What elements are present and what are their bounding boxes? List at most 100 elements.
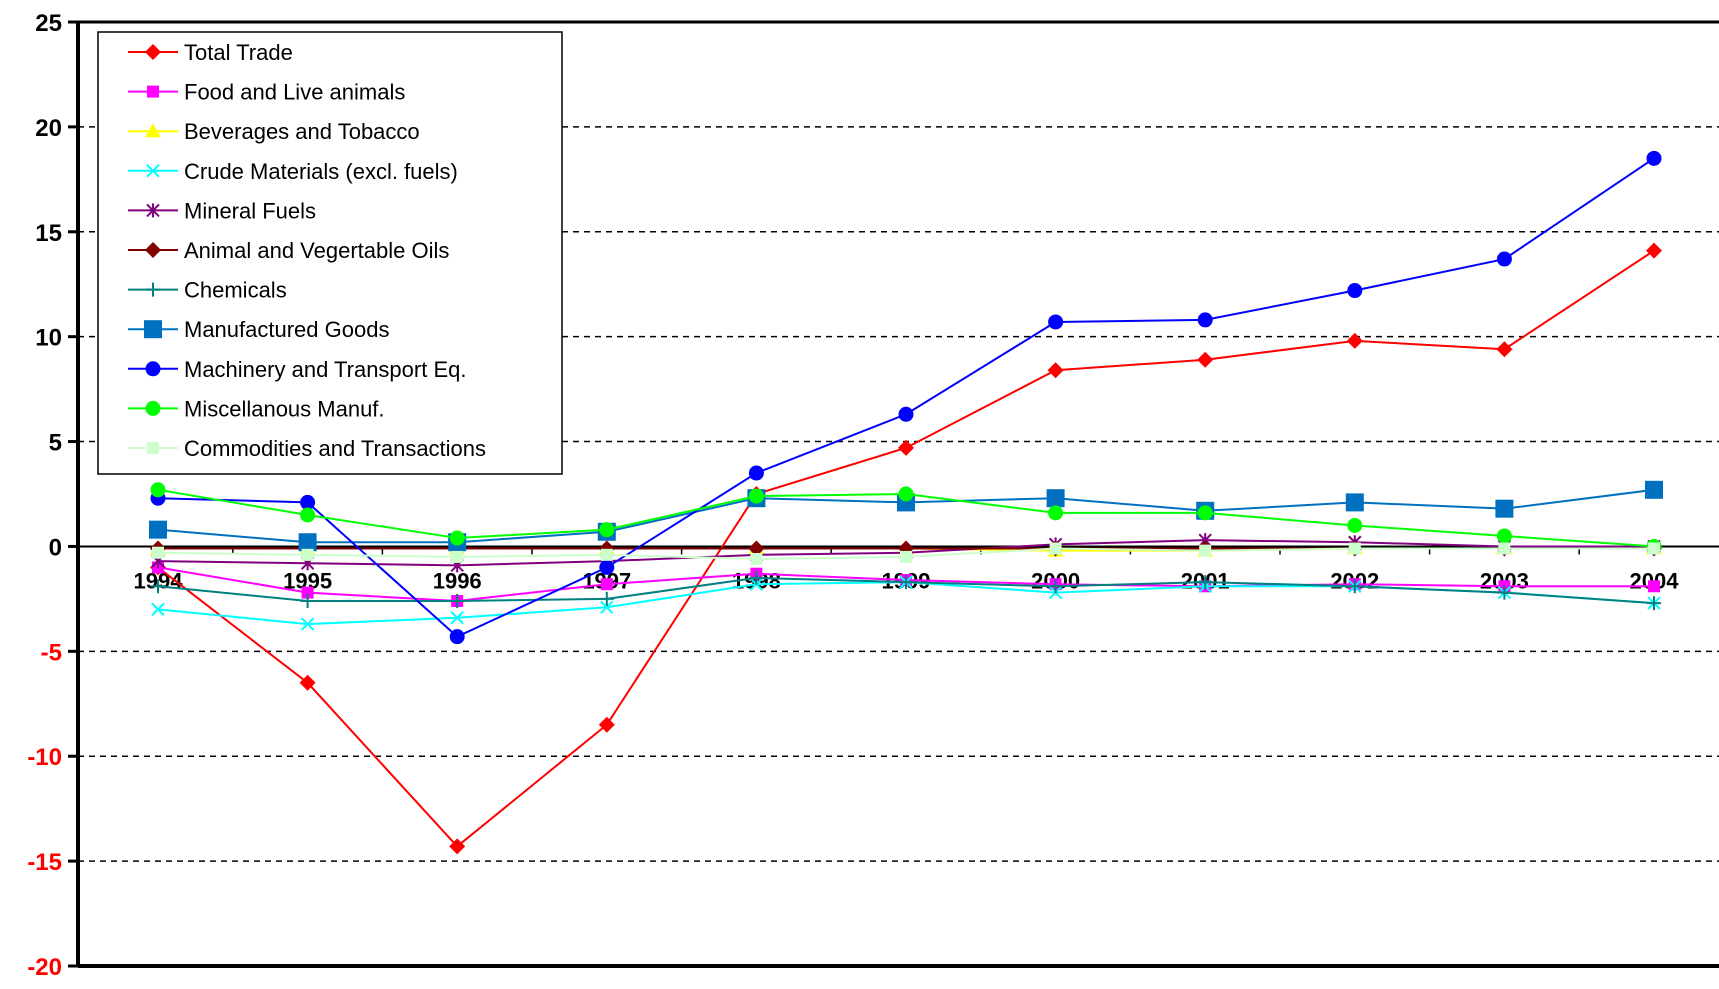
data-point-chemicals xyxy=(1647,596,1661,611)
legend-label: Manufactured Goods xyxy=(184,317,389,342)
legend-swatch-marker xyxy=(145,44,161,60)
data-point-machinery-and-transport-eq xyxy=(748,465,764,481)
data-point-commodities-and-transactions xyxy=(1648,542,1660,555)
data-point-chemicals xyxy=(899,575,913,590)
y-tick-label: -15 xyxy=(27,849,62,876)
data-point-machinery-and-transport-eq xyxy=(449,629,465,645)
data-point-total-trade xyxy=(299,674,316,691)
legend-label: Crude Materials (excl. fuels) xyxy=(184,159,458,184)
legend-item-chemicals: Chemicals xyxy=(128,278,287,303)
data-point-machinery-and-transport-eq xyxy=(1646,150,1662,166)
data-point-commodities-and-transactions xyxy=(1199,544,1212,557)
legend-swatch-marker xyxy=(145,400,161,416)
data-point-chemicals xyxy=(749,570,764,585)
gridlines xyxy=(78,126,1719,862)
data-point-chemicals xyxy=(450,593,465,608)
data-point-machinery-and-transport-eq xyxy=(1496,251,1512,267)
legend-label: Miscellanous Manuf. xyxy=(184,396,385,421)
y-tick-label: 25 xyxy=(35,10,62,37)
data-point-chemicals xyxy=(1048,579,1063,594)
data-point-commodities-and-transactions xyxy=(1348,542,1361,555)
data-point-miscellanous-manuf xyxy=(1347,517,1363,533)
legend-swatch-marker xyxy=(147,442,159,454)
data-point-commodities-and-transactions xyxy=(451,550,464,563)
y-tick-label: -10 xyxy=(27,744,62,771)
data-point-machinery-and-transport-eq xyxy=(1197,312,1213,328)
data-point-miscellanous-manuf xyxy=(449,530,465,546)
data-point-total-trade xyxy=(1197,351,1214,368)
legend-swatch-marker xyxy=(145,242,161,258)
data-point-crude-materials-excl-fuels xyxy=(600,600,614,614)
data-point-manufactured-goods xyxy=(1645,480,1663,499)
data-point-commodities-and-transactions xyxy=(600,548,613,561)
data-point-animal-and-vegertable-oils xyxy=(748,540,765,557)
data-point-manufactured-goods xyxy=(1046,489,1065,508)
y-tick-label: 10 xyxy=(35,325,62,352)
x-tick-label: 1996 xyxy=(433,568,482,593)
data-point-miscellanous-manuf xyxy=(748,488,764,504)
data-point-commodities-and-transactions xyxy=(301,548,314,561)
legend-item-animal-and-vegertable-oils: Animal and Vegertable Oils xyxy=(128,238,449,263)
legend-swatch-marker xyxy=(145,361,161,377)
data-point-crude-materials-excl-fuels xyxy=(300,617,315,631)
y-tick-label: -5 xyxy=(41,639,62,666)
data-point-total-trade xyxy=(1646,242,1662,259)
data-point-total-trade xyxy=(598,716,615,733)
data-point-chemicals xyxy=(300,593,315,608)
data-point-manufactured-goods xyxy=(298,533,317,552)
legend-swatch-marker xyxy=(145,123,161,138)
data-point-miscellanous-manuf xyxy=(1048,505,1064,521)
data-point-commodities-and-transactions xyxy=(1049,542,1062,555)
legend-label: Chemicals xyxy=(184,278,287,303)
legend-label: Food and Live animals xyxy=(184,80,405,105)
data-point-manufactured-goods xyxy=(149,520,167,539)
legend-swatch-marker xyxy=(146,282,160,297)
data-point-miscellanous-manuf xyxy=(1197,505,1213,521)
data-point-chemicals xyxy=(151,579,165,594)
series-miscellanous-manuf xyxy=(150,482,1662,554)
y-tick-label: 5 xyxy=(49,430,62,457)
data-point-total-trade xyxy=(1047,362,1064,379)
axes: 25 20 15 10 5 0 -5 -10 -15 -20 xyxy=(27,10,1719,981)
y-tick-label: 15 xyxy=(35,220,62,247)
data-point-machinery-and-transport-eq xyxy=(1347,283,1363,299)
data-point-machinery-and-transport-eq xyxy=(300,494,316,510)
legend-swatch-marker xyxy=(146,203,160,218)
legend-item-total-trade: Total Trade xyxy=(128,40,293,65)
data-point-miscellanous-manuf xyxy=(898,486,914,502)
data-point-miscellanous-manuf xyxy=(150,482,166,498)
legend-item-machinery-and-transport-eq: Machinery and Transport Eq. xyxy=(128,357,466,382)
legend-item-commodities-and-transactions: Commodities and Transactions xyxy=(128,436,486,461)
data-point-commodities-and-transactions xyxy=(750,553,763,566)
legend-label: Mineral Fuels xyxy=(184,198,316,223)
data-point-machinery-and-transport-eq xyxy=(599,559,615,575)
data-point-machinery-and-transport-eq xyxy=(1048,314,1064,330)
legend: Total Trade Food and Live animals Beverage… xyxy=(97,31,563,475)
data-point-food-and-live-animals xyxy=(600,578,613,591)
legend-item-food-and-live-animals: Food and Live animals xyxy=(128,80,405,105)
legend-label: Animal and Vegertable Oils xyxy=(184,238,449,263)
data-point-machinery-and-transport-eq xyxy=(898,406,914,422)
series-chemicals xyxy=(151,570,1661,611)
legend-label: Machinery and Transport Eq. xyxy=(184,357,466,382)
legend-label: Beverages and Tobacco xyxy=(184,119,420,144)
data-point-commodities-and-transactions xyxy=(1498,542,1511,555)
data-point-crude-materials-excl-fuels xyxy=(151,602,165,617)
data-point-manufactured-goods xyxy=(1345,493,1364,512)
data-point-total-trade xyxy=(1496,341,1513,358)
legend-item-crude-materials-excl-fuels: Crude Materials (excl. fuels) xyxy=(128,159,458,184)
y-tick-label: 0 xyxy=(49,534,62,561)
series-layer xyxy=(149,150,1663,855)
legend-item-mineral-fuels: Mineral Fuels xyxy=(128,198,316,223)
data-point-crude-materials-excl-fuels xyxy=(450,611,464,625)
data-point-chemicals xyxy=(1497,585,1512,600)
legend-box xyxy=(97,31,563,475)
data-point-total-trade xyxy=(898,439,914,456)
legend-swatch-marker xyxy=(144,320,162,339)
data-point-miscellanous-manuf xyxy=(1496,528,1512,544)
y-tick-label: 20 xyxy=(35,115,62,142)
data-point-commodities-and-transactions xyxy=(152,546,164,559)
data-point-miscellanous-manuf xyxy=(300,507,316,523)
